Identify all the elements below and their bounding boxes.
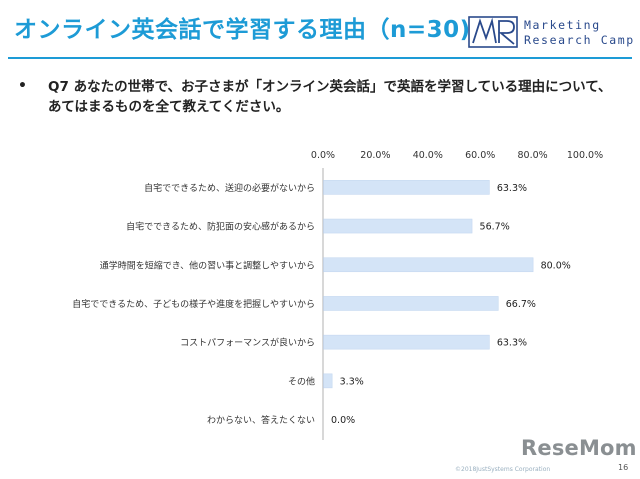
bar (323, 373, 333, 389)
header-divider (8, 57, 632, 59)
logo-text-line1: Marketing (524, 18, 601, 32)
slide-title: オンライン英会話で学習する理由（n=30) (14, 17, 471, 43)
x-tick-label: 100.0% (567, 150, 603, 161)
bar (323, 218, 473, 234)
data-label: 66.7% (506, 299, 536, 310)
data-label: 63.3% (497, 183, 527, 194)
category-label: 通学時間を短縮でき、他の習い事と調整しやすいから (100, 259, 315, 271)
category-label: 自宅でできるため、子どもの様子や進度を把握しやすいから (72, 298, 315, 310)
category-label: 自宅でできるため、送迎の必要がないから (144, 182, 315, 194)
survey-question: Q7 あなたの世帯で、お子さまが「オンライン英会話」で英語を学習している理由につ… (48, 79, 612, 115)
x-tick-label: 60.0% (465, 150, 495, 161)
bullet-icon: • (18, 78, 27, 94)
data-label: 0.0% (331, 415, 355, 426)
copyright-text: ©2018JustSystems Corporation (455, 466, 551, 473)
category-label: コストパフォーマンスが良いから (180, 337, 315, 349)
resemom-watermark: ReseMom (521, 436, 637, 460)
x-tick-label: 0.0% (311, 150, 335, 161)
data-label: 3.3% (340, 376, 364, 387)
page-number: 16 (618, 463, 629, 472)
category-label: 自宅でできるため、防犯面の安心感があるから (126, 221, 315, 233)
category-label: その他 (288, 375, 315, 387)
company-logo: Marketing Research Camp (468, 14, 638, 50)
data-label: 56.7% (480, 222, 510, 233)
bar (323, 296, 499, 311)
x-tick-label: 20.0% (360, 150, 390, 161)
bar (323, 257, 534, 273)
bar (323, 334, 490, 350)
category-label: わからない、答えたくない (207, 414, 315, 426)
bar (323, 180, 490, 195)
data-label: 80.0% (541, 260, 571, 271)
slide-header: オンライン英会話で学習する理由（n=30) Marketing Research… (0, 0, 640, 58)
x-tick-label: 80.0% (518, 150, 548, 161)
mr-logo-icon (468, 16, 518, 48)
x-tick-label: 40.0% (413, 150, 443, 161)
logo-text-line2: Research Camp (524, 33, 635, 47)
data-label: 63.3% (497, 338, 527, 349)
bar-chart: 0.0% 20.0% 40.0% 60.0% 80.0% 100.0% 自宅でできるため、送… (72, 150, 603, 440)
